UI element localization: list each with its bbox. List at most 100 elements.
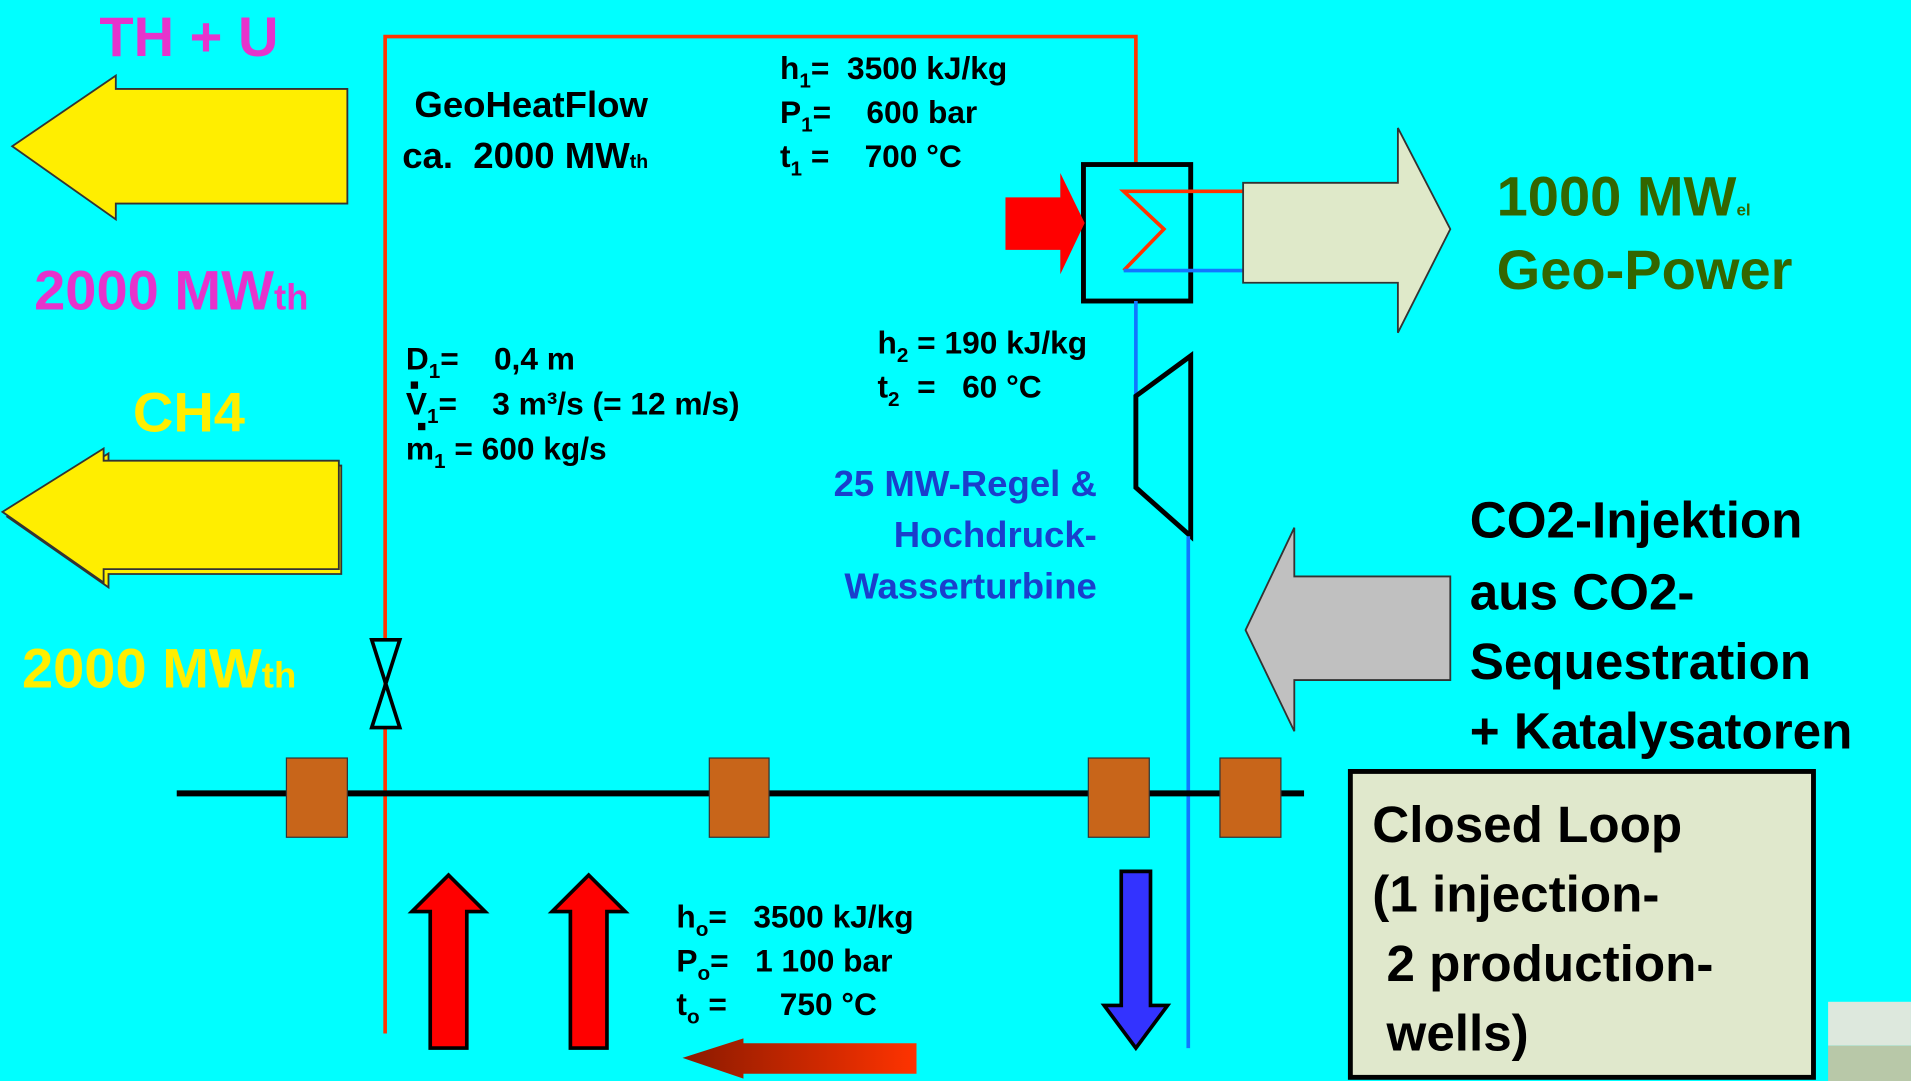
power-unit: th [274,277,309,318]
injection-arrow [1100,869,1172,1052]
state2-line: h2 = 190 kJ/kg [878,324,1088,367]
pipe-line: D1= 0,4 m [406,340,575,383]
pipe-group: D1= 0,4 mV1= 3 m³/s (= 12 m/s)m1 = 600 k… [406,340,740,473]
value: = 600 kg/s [446,430,607,466]
subscript: 2 [897,344,909,367]
power-value: 1000 MW [1497,165,1737,228]
co2-line: + Katalysatoren [1470,702,1853,759]
well-block [1087,757,1150,838]
symbol: m [406,430,434,466]
production-arrow [547,872,630,1050]
turbine-line: Wasserturbine [844,565,1097,606]
production-arrow [407,872,490,1050]
ch4-label: CH4 [133,380,245,443]
closed-loop-line: wells) [1372,1005,1528,1062]
th-u-arrow [10,73,349,222]
well-block [708,757,770,838]
valve [369,637,403,730]
subscript: o [696,918,709,941]
symbol: V [406,385,427,421]
value: = 190 kJ/kg [908,324,1087,360]
symbol: D [406,340,429,376]
subscript: 1 [429,360,441,383]
corner-decoration [1828,1001,1911,1046]
co2-line: Sequestration [1470,633,1811,690]
symbol: h [676,898,695,934]
symbol: t [780,138,791,174]
output-power: 1000 MWel [1497,165,1751,228]
co2-line: CO2-Injektion [1470,491,1803,548]
value: = 0,4 m [440,340,575,376]
subscript: o [687,1006,700,1029]
subscript: o [698,962,711,985]
state0-line: to = 750 °C [676,986,877,1029]
state1-line: P1= 600 bar [780,94,977,137]
ch4-arrow [0,446,340,585]
th-u-power: 2000 MWth [34,259,308,322]
subscript: 1 [427,405,439,428]
co2-label: CO2-Injektion aus CO2- Sequestration + K… [1470,491,1853,759]
turbine-label: 25 MW-Regel & Hochdruck- Wasserturbine [834,463,1097,606]
closed-loop-box [1347,769,1816,1080]
state1-line: t1 = 700 °C [780,138,962,181]
flow-dot [410,381,419,389]
value: = 1 100 bar [710,942,892,978]
power-output-arrow [1242,127,1452,334]
subscript: 1 [799,70,811,93]
co2-line: aus CO2- [1470,563,1695,620]
geoheatflow-power: ca. 2000 MWth [402,135,648,176]
pipe-line: V1= 3 m³/s (= 12 m/s) [406,385,740,428]
turbine-line: Hochdruck- [894,514,1097,555]
output-label: Geo-Power [1497,238,1793,301]
subscript: 1 [791,157,803,180]
closed-loop-line: Closed Loop [1372,796,1682,853]
value: = 600 bar [813,94,978,130]
geoheatflow-title: GeoHeatFlow [414,84,648,125]
subscript: 1 [801,114,813,137]
ch4-power: 2000 MWth [22,636,296,699]
power-unit: th [262,654,297,695]
corner-decoration [1828,1045,1911,1081]
power-unit: th [630,151,648,173]
closed-loop-label: Closed Loop (1 injection- 2 production- … [1372,796,1713,1061]
well-block [285,757,348,838]
power-unit: el [1736,201,1750,220]
symbol: P [780,94,801,130]
subscript: 1 [434,450,446,473]
flow-dot [418,422,426,431]
pipe-line: m1 = 600 kg/s [406,430,607,473]
power-value: 2000 MW [34,259,274,322]
symbol: h [878,324,897,360]
value: = 700 °C [802,138,962,174]
turbine-line: 25 MW-Regel & [834,463,1097,504]
state0-line: Po= 1 100 bar [676,942,892,985]
value: = 3500 kJ/kg [811,50,1007,86]
power-value: ca. 2000 MW [402,135,630,176]
symbol: t [878,368,889,404]
state0-line: ho= 3500 kJ/kg [676,898,913,941]
symbol: t [676,986,687,1022]
closed-loop-line: (1 injection- [1372,866,1659,923]
symbol: P [676,942,697,978]
subscript: 2 [888,388,900,411]
value: = 3 m³/s (= 12 m/s) [439,385,740,421]
red-pipe [383,34,1138,1034]
exchanger-hot-coil [1119,189,1244,272]
state1-line: h1= 3500 kJ/kg [780,50,1007,93]
flow-arrow [682,1038,917,1079]
value: = 60 °C [900,368,1042,404]
value: = 3500 kJ/kg [708,898,913,934]
co2-arrow [1244,527,1452,732]
power-value: 2000 MW [22,636,262,699]
turbine [1133,351,1194,542]
heat-input-arrow [1005,173,1085,275]
th-u-label: TH + U [99,5,278,68]
symbol: h [780,50,799,86]
well-block [1219,757,1282,838]
value: = 750 °C [700,986,877,1022]
